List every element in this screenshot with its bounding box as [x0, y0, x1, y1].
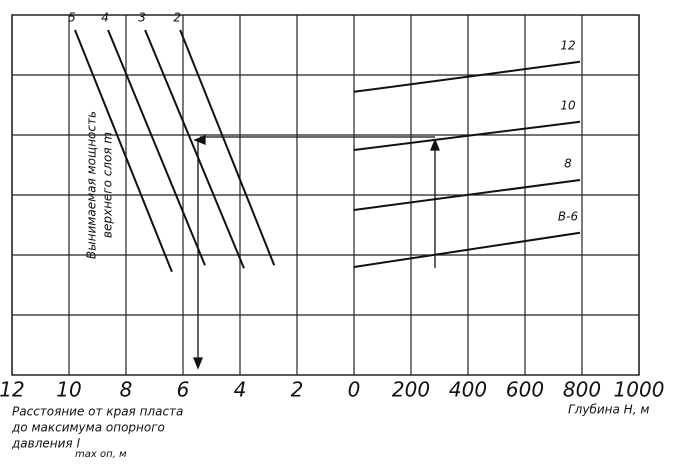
x-label: до максимума опорного	[11, 421, 165, 435]
x-label: max оп, м	[75, 449, 127, 460]
series-label: 8	[564, 157, 572, 171]
series-line	[144, 29, 245, 269]
series-line	[353, 60, 581, 93]
x-label: Глубина H, м	[568, 403, 649, 417]
series-label: 2	[173, 11, 181, 25]
series-line	[74, 29, 173, 273]
arrow-head	[193, 357, 203, 370]
series-line	[353, 120, 581, 151]
x-tick-label: 6	[177, 378, 190, 402]
x-tick-label: 400	[449, 378, 487, 402]
y-label: верхнего слоя m	[101, 132, 115, 238]
arrow-head	[430, 138, 440, 151]
x-tick-label: 200	[392, 378, 430, 402]
x-tick-label: 4	[234, 378, 247, 402]
example-path	[193, 135, 440, 370]
series-label: В-6	[558, 209, 579, 223]
series-label: 10	[560, 98, 576, 112]
x-tick-label: 8	[120, 378, 133, 402]
x-tick-label: 1000	[614, 378, 665, 402]
series-label: 5	[68, 11, 76, 25]
x-tick-label: 800	[563, 378, 601, 402]
series-line	[107, 29, 206, 266]
x-tick-label: 600	[506, 378, 544, 402]
series-label: 4	[101, 11, 109, 25]
series-label: 12	[560, 38, 575, 52]
x-label: Расстояние от края пласта	[12, 405, 183, 419]
arrow-head	[193, 135, 206, 145]
x-tick-label: 0	[348, 378, 361, 402]
y-label: Вынимаемая мощность	[85, 111, 99, 259]
series-line	[353, 231, 581, 268]
series-label: 3	[138, 11, 146, 25]
x-tick-label: 12	[0, 378, 25, 402]
series-line	[179, 29, 276, 266]
x-label: давления l	[11, 437, 80, 451]
x-tick-label: 2	[291, 378, 304, 402]
series-line	[353, 179, 581, 211]
x-tick-label: 10	[56, 378, 81, 402]
